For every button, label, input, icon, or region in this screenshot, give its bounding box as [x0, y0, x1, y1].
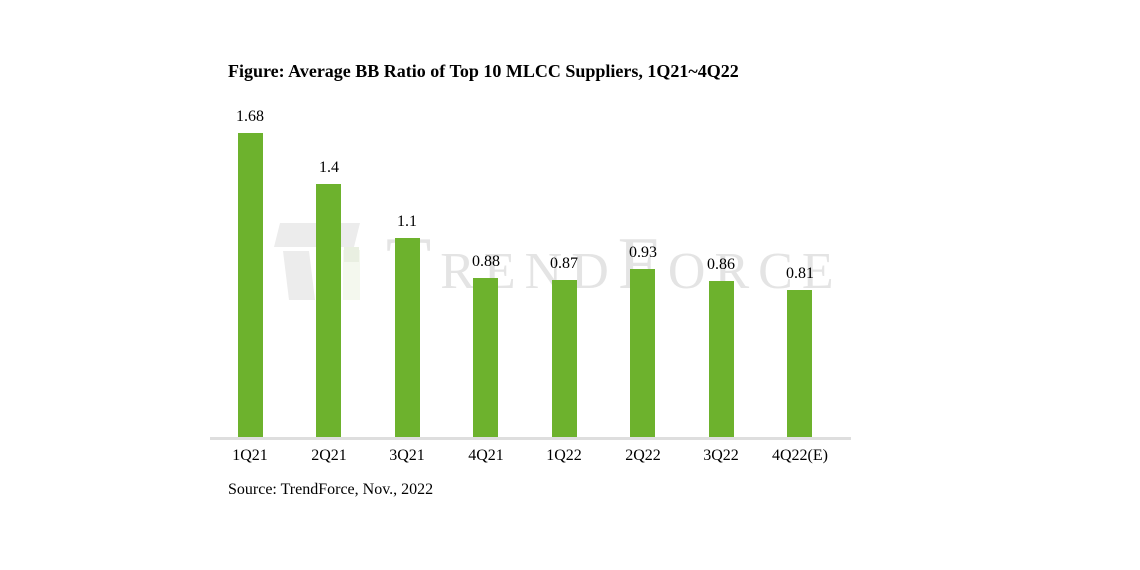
bar-value-label: 0.88: [472, 253, 500, 270]
bar-3Q21: [395, 238, 420, 437]
watermark-text: TrendForce: [386, 223, 843, 305]
bar-3Q22: [709, 281, 734, 437]
x-axis-label: 3Q21: [389, 447, 425, 464]
x-axis-label: 1Q21: [232, 447, 268, 464]
x-axis-label: 1Q22: [546, 447, 582, 464]
source-note: Source: TrendForce, Nov., 2022: [228, 481, 434, 498]
trendforce-logo-icon: [343, 250, 360, 300]
bar-2Q22: [630, 269, 655, 437]
bar-value-label: 1.68: [236, 108, 264, 125]
x-axis-label: 3Q22: [703, 447, 739, 464]
bar-value-label: 0.93: [629, 244, 657, 261]
bar-1Q21: [238, 133, 263, 437]
trendforce-logo-icon: [344, 247, 359, 262]
x-axis-label: 2Q22: [625, 447, 661, 464]
bar-1Q22: [552, 280, 577, 437]
bar-value-label: 0.81: [786, 265, 814, 282]
x-axis-label: 2Q21: [311, 447, 347, 464]
bar-value-label: 0.86: [707, 256, 735, 273]
bar-4Q22(E): [787, 290, 812, 437]
chart-title: Figure: Average BB Ratio of Top 10 MLCC …: [228, 61, 739, 81]
x-axis-label: 4Q21: [468, 447, 504, 464]
bar-value-label: 1.4: [319, 159, 339, 176]
x-axis-line: [210, 437, 851, 440]
bar-value-label: 0.87: [550, 255, 578, 272]
bar-2Q21: [316, 184, 341, 437]
bar-4Q21: [473, 278, 498, 437]
x-axis-label: 4Q22(E): [772, 447, 828, 464]
bar-value-label: 1.1: [397, 213, 417, 230]
